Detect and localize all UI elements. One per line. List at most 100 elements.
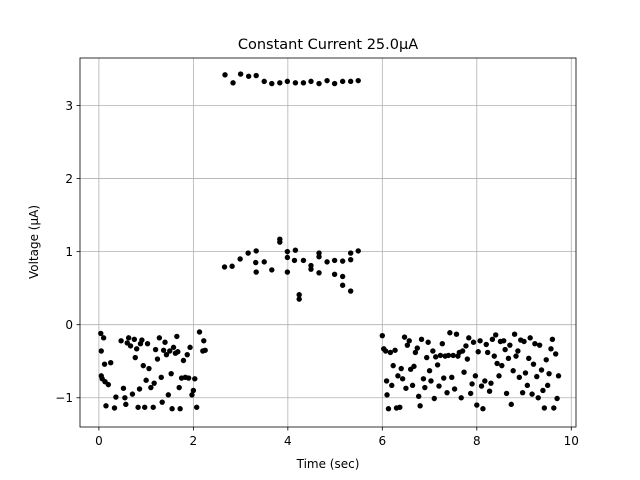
data-point bbox=[136, 386, 143, 392]
data-point bbox=[261, 259, 267, 265]
data-point bbox=[483, 341, 489, 348]
data-point bbox=[284, 254, 291, 261]
data-point bbox=[140, 362, 146, 369]
data-point bbox=[444, 389, 450, 396]
y-tick-label: −1 bbox=[55, 391, 73, 405]
data-point bbox=[398, 365, 404, 372]
data-point bbox=[418, 336, 425, 343]
data-point bbox=[461, 369, 467, 375]
data-point bbox=[148, 384, 154, 391]
data-point bbox=[237, 71, 244, 77]
data-point bbox=[406, 338, 412, 344]
data-point bbox=[524, 382, 531, 389]
data-point bbox=[245, 250, 251, 256]
data-point bbox=[324, 259, 330, 265]
data-point bbox=[459, 348, 466, 354]
data-point bbox=[409, 382, 416, 389]
data-point bbox=[451, 386, 458, 392]
data-point bbox=[103, 403, 109, 409]
data-point bbox=[308, 78, 314, 85]
data-point bbox=[158, 374, 164, 381]
data-point bbox=[458, 395, 464, 401]
data-point bbox=[339, 282, 346, 288]
y-tick-label: 3 bbox=[65, 99, 73, 113]
data-point bbox=[555, 373, 562, 379]
data-point bbox=[245, 73, 252, 79]
data-point bbox=[492, 332, 499, 338]
data-point bbox=[474, 402, 480, 408]
data-point bbox=[510, 368, 516, 374]
data-point bbox=[292, 80, 299, 86]
data-point bbox=[551, 405, 557, 411]
data-point bbox=[129, 391, 136, 397]
data-point bbox=[484, 349, 491, 356]
data-point bbox=[300, 80, 307, 86]
data-point bbox=[135, 404, 141, 410]
grid bbox=[80, 58, 576, 427]
data-point bbox=[316, 250, 322, 256]
data-point bbox=[139, 337, 145, 343]
data-point bbox=[151, 380, 157, 386]
data-point bbox=[513, 353, 519, 359]
data-point bbox=[162, 339, 168, 345]
data-point bbox=[540, 387, 546, 394]
data-point bbox=[554, 395, 560, 402]
data-point bbox=[154, 356, 161, 362]
x-tick-label: 8 bbox=[473, 434, 481, 448]
data-point bbox=[316, 80, 322, 87]
data-point bbox=[544, 382, 551, 389]
data-point bbox=[383, 378, 390, 384]
data-point bbox=[447, 330, 453, 336]
data-point bbox=[536, 342, 543, 348]
data-point bbox=[549, 336, 556, 343]
data-point bbox=[425, 339, 431, 345]
data-point bbox=[284, 78, 291, 85]
data-point bbox=[177, 406, 183, 412]
data-point bbox=[469, 381, 475, 387]
data-point bbox=[277, 80, 283, 86]
plot-frame bbox=[79, 57, 577, 428]
data-point bbox=[478, 383, 485, 389]
data-point bbox=[449, 374, 455, 381]
data-point bbox=[450, 352, 456, 359]
data-point bbox=[331, 257, 338, 264]
data-point bbox=[230, 80, 236, 86]
data-point bbox=[379, 332, 386, 339]
data-point bbox=[502, 346, 508, 353]
data-point bbox=[472, 373, 479, 379]
data-point bbox=[463, 343, 469, 349]
data-point bbox=[482, 378, 488, 384]
data-point bbox=[437, 352, 444, 359]
data-point bbox=[395, 373, 401, 379]
data-point bbox=[548, 346, 554, 352]
data-point bbox=[431, 395, 437, 402]
data-point bbox=[532, 341, 538, 347]
data-point bbox=[464, 356, 471, 362]
data-point bbox=[392, 347, 398, 353]
data-point bbox=[132, 354, 138, 361]
data-point bbox=[156, 335, 163, 341]
data-point bbox=[434, 362, 441, 368]
data-point bbox=[277, 239, 283, 245]
data-point bbox=[420, 376, 427, 382]
data-point bbox=[538, 367, 545, 373]
data-point bbox=[190, 387, 197, 394]
data-point bbox=[201, 338, 207, 344]
data-point bbox=[355, 77, 361, 84]
data-point bbox=[424, 354, 430, 361]
chart-title: Constant Current 25.0μA bbox=[238, 37, 418, 53]
data-point bbox=[192, 376, 198, 382]
data-point bbox=[397, 404, 403, 410]
data-point bbox=[439, 341, 446, 347]
data-point bbox=[347, 256, 354, 263]
data-point bbox=[193, 404, 200, 410]
data-point bbox=[436, 383, 442, 389]
data-point bbox=[261, 78, 267, 85]
data-point bbox=[467, 390, 474, 397]
data-point bbox=[163, 351, 170, 358]
data-point bbox=[496, 373, 502, 379]
data-point bbox=[108, 359, 114, 366]
data-point bbox=[253, 72, 259, 79]
data-point bbox=[120, 385, 127, 391]
data-point bbox=[113, 394, 119, 400]
